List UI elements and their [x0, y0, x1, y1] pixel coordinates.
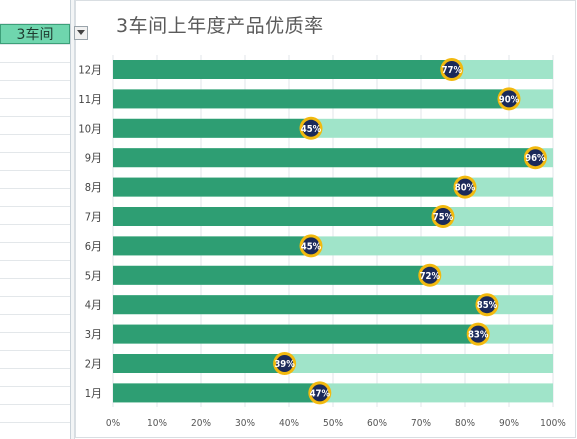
- data-label: 90%: [499, 94, 520, 105]
- data-label: 77%: [442, 65, 463, 76]
- y-tick-label: 1月: [85, 387, 102, 400]
- data-marker: [311, 384, 329, 402]
- data-label: 39%: [274, 359, 295, 370]
- data-marker: [443, 61, 461, 78]
- y-tick-label: 9月: [85, 152, 102, 165]
- x-tick-label: 50%: [323, 418, 343, 429]
- x-tick-label: 70%: [411, 418, 431, 429]
- x-tick-label: 40%: [279, 418, 299, 429]
- bar: [113, 148, 536, 168]
- bar: [113, 60, 452, 79]
- bar: [113, 354, 285, 373]
- x-tick-label: 0%: [106, 418, 121, 429]
- y-tick-label: 8月: [85, 181, 102, 194]
- y-tick-label: 3月: [85, 328, 102, 341]
- data-label: 75%: [433, 212, 454, 223]
- y-tick-label: 2月: [85, 358, 102, 371]
- data-marker: [469, 325, 487, 343]
- bar: [113, 236, 311, 256]
- sheet-column-divider: [71, 0, 75, 439]
- data-label: 85%: [477, 300, 498, 311]
- bar: [113, 89, 509, 109]
- x-tick-label: 20%: [191, 418, 211, 429]
- row-gridline: [0, 23, 70, 24]
- bar: [113, 265, 430, 285]
- row-gridline: [0, 62, 70, 63]
- y-tick-label: 11月: [78, 93, 102, 106]
- row-gridline: [0, 206, 70, 207]
- row-gridline: [0, 188, 70, 189]
- y-tick-label: 10月: [78, 122, 102, 135]
- y-tick-label: 5月: [85, 269, 102, 282]
- data-label: 83%: [468, 330, 489, 341]
- x-tick-label: 60%: [367, 418, 387, 429]
- x-tick-label: 10%: [147, 418, 167, 429]
- x-tick-label: 90%: [499, 418, 519, 429]
- row-gridline: [0, 278, 70, 279]
- row-gridline: [0, 152, 70, 153]
- data-label: 47%: [310, 388, 331, 399]
- x-tick-label: 80%: [455, 418, 475, 429]
- row-gridline: [0, 296, 70, 297]
- row-gridline: [0, 242, 70, 243]
- row-gridline: [0, 98, 70, 99]
- bar: [113, 324, 479, 344]
- bar: [113, 383, 320, 403]
- x-tick-label: 100%: [540, 418, 566, 429]
- row-gridline: [0, 350, 70, 351]
- data-label: 45%: [301, 241, 322, 252]
- bar: [113, 295, 487, 315]
- bar: [113, 177, 465, 197]
- row-gridline: [0, 170, 70, 171]
- row-gridline: [0, 314, 70, 315]
- data-marker: [421, 266, 439, 284]
- y-tick-label: 4月: [85, 299, 102, 312]
- workshop-selector-cell[interactable]: 3车间: [0, 24, 70, 44]
- row-gridline: [0, 260, 70, 261]
- row-gridline: [0, 134, 70, 135]
- data-marker: [302, 119, 320, 137]
- data-marker: [526, 149, 544, 167]
- row-gridline: [0, 422, 70, 423]
- data-label: 72%: [420, 271, 441, 282]
- row-gridline: [0, 224, 70, 225]
- bar: [113, 118, 311, 138]
- y-tick-label: 7月: [85, 211, 102, 224]
- chart-title: 3车间上年度产品优质率: [116, 15, 324, 37]
- data-marker: [434, 208, 452, 225]
- data-marker: [456, 178, 474, 196]
- y-tick-label: 12月: [78, 64, 102, 77]
- data-marker: [478, 296, 496, 314]
- data-label: 96%: [525, 153, 546, 164]
- row-gridline: [0, 386, 70, 387]
- x-tick-label: 30%: [235, 418, 255, 429]
- row-gridline: [0, 80, 70, 81]
- bar: [113, 207, 443, 226]
- row-gridline: [0, 44, 70, 45]
- data-marker: [302, 237, 320, 255]
- row-gridline: [0, 332, 70, 333]
- y-tick-label: 6月: [85, 240, 102, 253]
- data-label: 45%: [301, 124, 322, 135]
- sheet-column-a: [0, 0, 71, 439]
- chevron-down-icon: [77, 30, 85, 35]
- workshop-dropdown-button[interactable]: [74, 26, 88, 40]
- data-marker: [500, 90, 518, 108]
- data-label: 80%: [455, 183, 476, 194]
- row-gridline: [0, 404, 70, 405]
- row-gridline: [0, 368, 70, 369]
- row-gridline: [0, 116, 70, 117]
- data-marker: [276, 355, 294, 372]
